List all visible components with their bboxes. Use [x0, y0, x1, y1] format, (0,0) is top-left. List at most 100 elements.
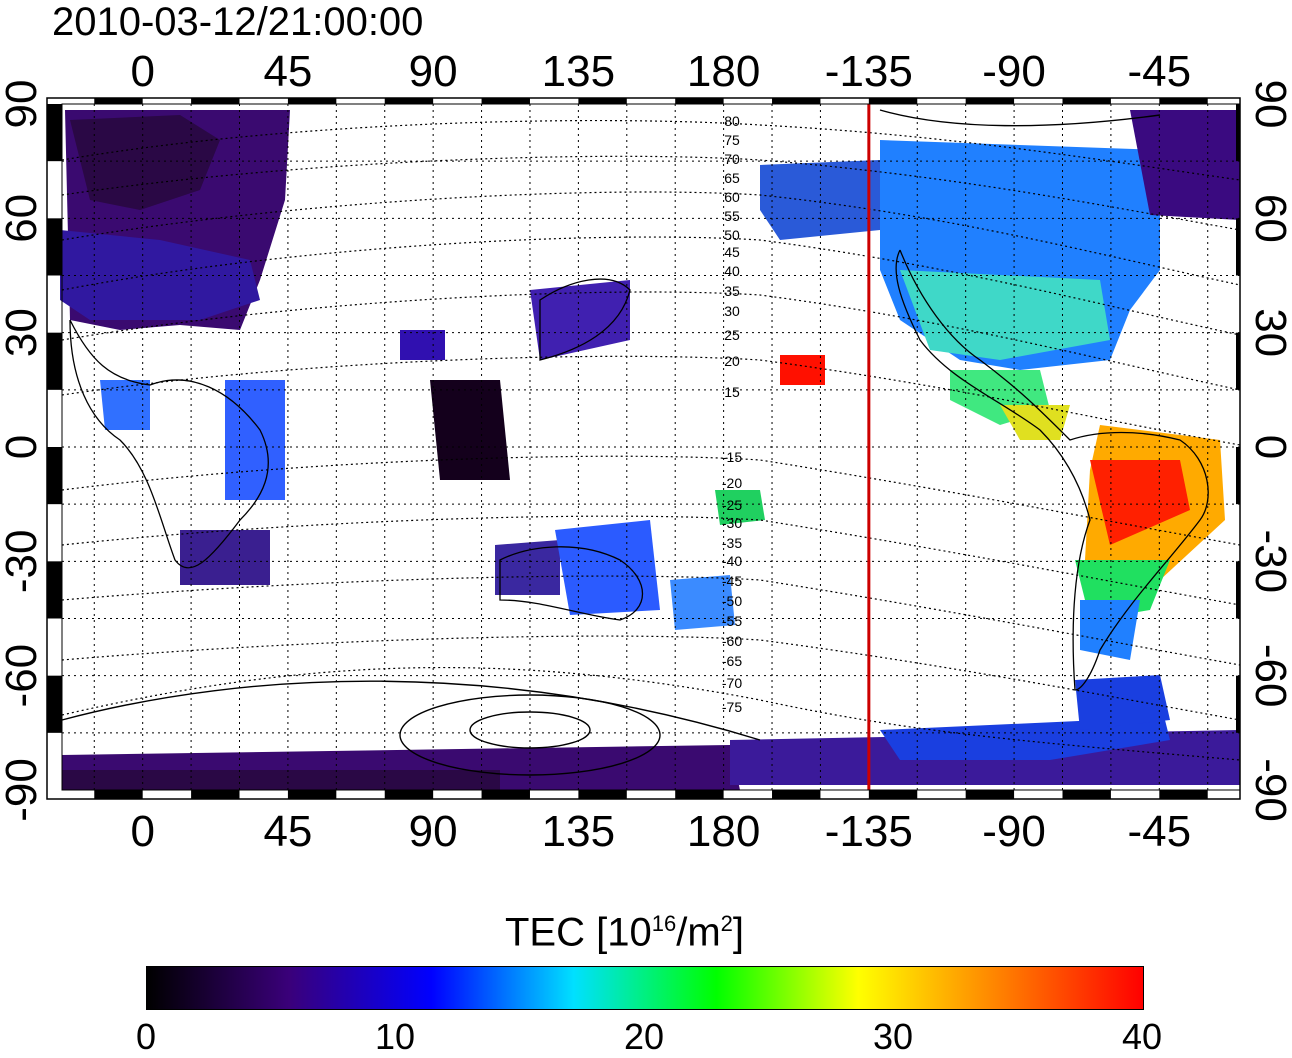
border-block-right [1236, 675, 1240, 733]
border-block-top [1159, 98, 1208, 104]
mlat-label: 35 [724, 283, 740, 299]
lat-tick-label-right: 60 [1246, 194, 1292, 243]
border-block-bottom [578, 790, 627, 799]
lon-tick-label-top: -135 [825, 47, 913, 96]
lat-tick-label-right: 30 [1246, 308, 1292, 357]
mlat-label: 50 [724, 227, 740, 243]
lon-tick-label-top: 135 [542, 47, 615, 96]
border-block-top [868, 98, 918, 104]
lat-tick-label-left: 90 [0, 80, 46, 129]
mlat-label: 20 [724, 353, 740, 369]
map-border-strips [47, 98, 1240, 799]
lon-tick-label-bottom: 135 [542, 807, 615, 856]
map-title: 2010-03-12/21:00:00 [52, 0, 424, 44]
colorbar-tick-label: 40 [1122, 1016, 1163, 1057]
mlat-label: -35 [722, 535, 742, 551]
lat-tick-label-right: 90 [1246, 80, 1292, 129]
lat-tick-label-left: 0 [0, 435, 46, 459]
border-block-left [47, 561, 62, 619]
border-block-left [47, 332, 62, 390]
lat-ticks-left: 90 60 30 0 -30 -60 -90 [0, 80, 46, 822]
colorbar-tick-label: 10 [375, 1016, 416, 1057]
mlat-label: -45 [722, 573, 742, 589]
border-block-right [1236, 332, 1240, 390]
border-block-top [287, 98, 337, 104]
border-block-bottom [94, 790, 143, 799]
tec-field [60, 110, 1240, 790]
lon-ticks-top: 0 45 90 135 180 -135 -90 -45 [130, 47, 1191, 96]
mlat-label: 25 [724, 327, 740, 343]
border-block-top [94, 98, 143, 104]
mlat-label: -20 [722, 475, 742, 491]
lat-tick-label-left: 60 [0, 194, 46, 243]
lat-tick-label-left: -90 [0, 758, 46, 822]
border-block-top [384, 98, 434, 104]
border-block-bottom [191, 790, 240, 799]
mlat-label: 60 [724, 189, 740, 205]
border-block-bottom [1159, 790, 1208, 799]
border-block-top [965, 98, 1015, 104]
lon-tick-label-bottom: -90 [982, 807, 1046, 856]
lon-tick-label-top: -45 [1128, 47, 1192, 96]
border-block-left [47, 218, 62, 276]
mlat-label: -65 [722, 653, 742, 669]
colorbar-tick-label: 30 [873, 1016, 914, 1057]
border-block-top [481, 98, 530, 104]
border-block-bottom [481, 790, 530, 799]
border-block-top [1062, 98, 1111, 104]
mlat-label: 70 [724, 151, 740, 167]
lat-ticks-right: 90 60 30 0 -30 -60 -90 [1246, 80, 1292, 822]
mlat-label: -60 [722, 633, 742, 649]
mlat-label: -40 [722, 553, 742, 569]
mlat-label: -30 [722, 515, 742, 531]
map-grid [62, 104, 1240, 790]
mlat-label: -50 [722, 593, 742, 609]
lon-tick-label-top: 45 [263, 47, 312, 96]
border-block-top [675, 98, 724, 104]
coastlines [69, 249, 1209, 691]
lat-tick-label-right: -30 [1246, 530, 1292, 594]
colorbar-tick-label: 20 [624, 1016, 665, 1057]
lon-tick-label-bottom: 0 [130, 807, 154, 856]
mlat-label: 80 [724, 113, 740, 129]
border-block-bottom [965, 790, 1015, 799]
mlat-label: 55 [724, 208, 740, 224]
mlat-label: 40 [724, 263, 740, 279]
border-block-left [47, 447, 62, 505]
lat-tick-label-left: -60 [0, 644, 46, 708]
lon-tick-label-bottom: 180 [687, 807, 760, 856]
border-block-top [578, 98, 627, 104]
border-block-right [1236, 561, 1240, 619]
lat-tick-label-left: -30 [0, 530, 46, 594]
mlat-label: 75 [724, 132, 740, 148]
border-block-bottom [1062, 790, 1111, 799]
colorbar-tick-label: 0 [136, 1016, 157, 1057]
lon-tick-label-top: 0 [130, 47, 154, 96]
lon-tick-label-top: -90 [982, 47, 1046, 96]
border-block-left [47, 675, 62, 733]
lon-tick-label-bottom: 45 [263, 807, 312, 856]
colorbar-title: TEC [1016/m2] [505, 910, 745, 955]
lat-tick-label-right: -90 [1246, 758, 1292, 822]
border-block-bottom [868, 790, 918, 799]
border-block-top [772, 98, 821, 104]
lat-tick-label-right: -60 [1246, 644, 1292, 708]
lat-tick-label-right: 0 [1246, 435, 1292, 459]
mlat-label: 15 [724, 384, 740, 400]
lon-tick-label-bottom: -45 [1128, 807, 1192, 856]
lon-tick-label-bottom: -135 [825, 807, 913, 856]
border-block-right [1236, 104, 1240, 162]
lon-ticks-bottom: 0 45 90 135 180 -135 -90 -45 [130, 807, 1191, 856]
lon-tick-label-bottom: 90 [409, 807, 458, 856]
border-block-right [1236, 218, 1240, 276]
mlat-label: -15 [722, 449, 742, 465]
lon-tick-label-top: 90 [409, 47, 458, 96]
border-block-left [47, 104, 62, 162]
mlat-label: 30 [724, 303, 740, 319]
mlat-label: -25 [722, 497, 742, 513]
border-block-top [191, 98, 240, 104]
colorbar [146, 966, 1144, 1010]
mlat-label: -75 [722, 699, 742, 715]
mlat-label: 65 [724, 170, 740, 186]
